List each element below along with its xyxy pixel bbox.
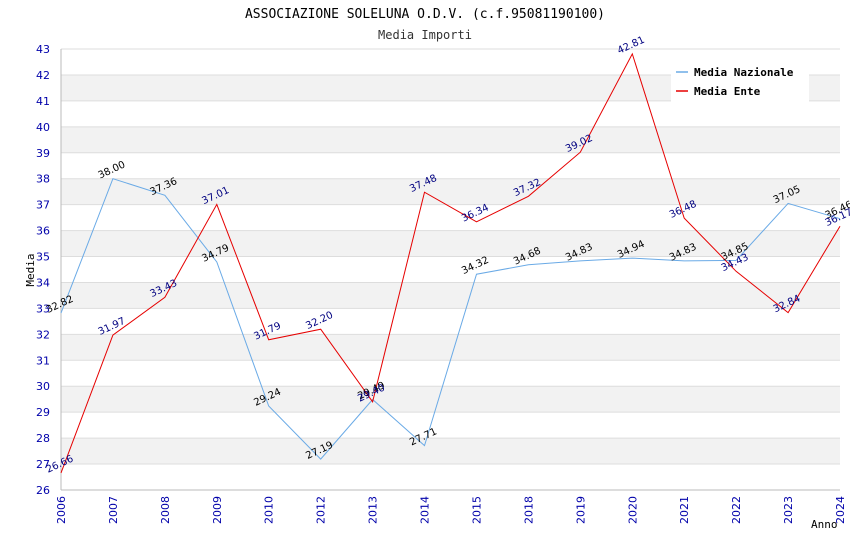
series-line-media-ente [60,52,841,474]
x-tick-label: 2023 [782,496,795,524]
chart-subtitle: Media Importi [378,28,472,42]
data-label: 34.32 [460,255,491,277]
series-lines [60,52,841,474]
x-tick-labels: 2006 2007 2008 2009 2010 2012 2013 2014 2015 2018… [55,496,847,524]
y-tick-label: 43 [36,43,50,56]
y-tick-label: 27 [36,458,50,471]
y-tick-label: 33 [36,302,50,315]
y-tick-label: 37 [36,199,50,212]
x-tick-label: 2022 [730,496,743,524]
legend-label: Media Ente [694,85,761,98]
x-tick-label: 2012 [315,496,328,524]
data-label: 38.00 [97,159,128,181]
data-label: 32.82 [45,294,76,316]
legend-box [671,60,809,102]
y-tick-label: 38 [36,173,50,186]
x-tick-label: 2018 [522,496,535,524]
y-tick-label: 35 [36,251,50,264]
chart-title: ASSOCIAZIONE SOLELUNA O.D.V. (c.f.950811… [245,7,605,22]
y-tick-label: 28 [36,432,50,445]
grid-band [61,438,840,465]
x-tick-label: 2020 [626,496,639,524]
y-tick-label: 31 [36,354,50,367]
legend-label: Media Nazionale [694,66,794,79]
legend: Media Nazionale Media Ente [671,60,809,102]
y-tick-label: 42 [36,69,50,82]
y-axis-label: Media [24,253,37,286]
y-tick-labels: 26 27 28 29 30 31 32 33 34 35 36 37 38 39 40 41 42 43 [36,43,50,497]
data-label: 42.81 [616,35,647,57]
x-tick-label: 2010 [263,496,276,524]
data-label: 32.20 [304,310,335,332]
x-tick-label: 2024 [834,496,847,524]
grid-bands [61,74,840,465]
x-tick-label: 2019 [574,496,587,524]
axes [60,49,840,491]
series-line-media-nazionale [60,178,841,460]
x-tick-label: 2009 [211,496,224,524]
grid-band [61,230,840,257]
y-tick-label: 26 [36,484,50,497]
y-tick-label: 34 [36,276,50,289]
y-tick-label: 32 [36,328,50,341]
y-tick-label: 40 [36,121,50,134]
y-tick-label: 30 [36,380,50,393]
grid-band [61,386,840,413]
grid-band [61,126,840,153]
x-tick-label: 2007 [107,496,120,524]
y-tick-label: 36 [36,225,50,238]
x-tick-label: 2006 [55,496,68,524]
x-tick-label: 2013 [367,496,380,524]
data-label: 26.66 [45,454,76,476]
x-tick-label: 2008 [159,496,172,524]
grid-band [61,334,840,361]
x-tick-label: 2014 [419,496,432,524]
grid-band [61,282,840,309]
grid-band [61,178,840,205]
x-axis-label: Anno [811,518,838,531]
y-tick-label: 39 [36,147,50,160]
x-tick-label: 2015 [470,496,483,524]
x-tick-label: 2021 [678,496,691,524]
y-tick-label: 29 [36,406,50,419]
y-tick-label: 41 [36,95,50,108]
